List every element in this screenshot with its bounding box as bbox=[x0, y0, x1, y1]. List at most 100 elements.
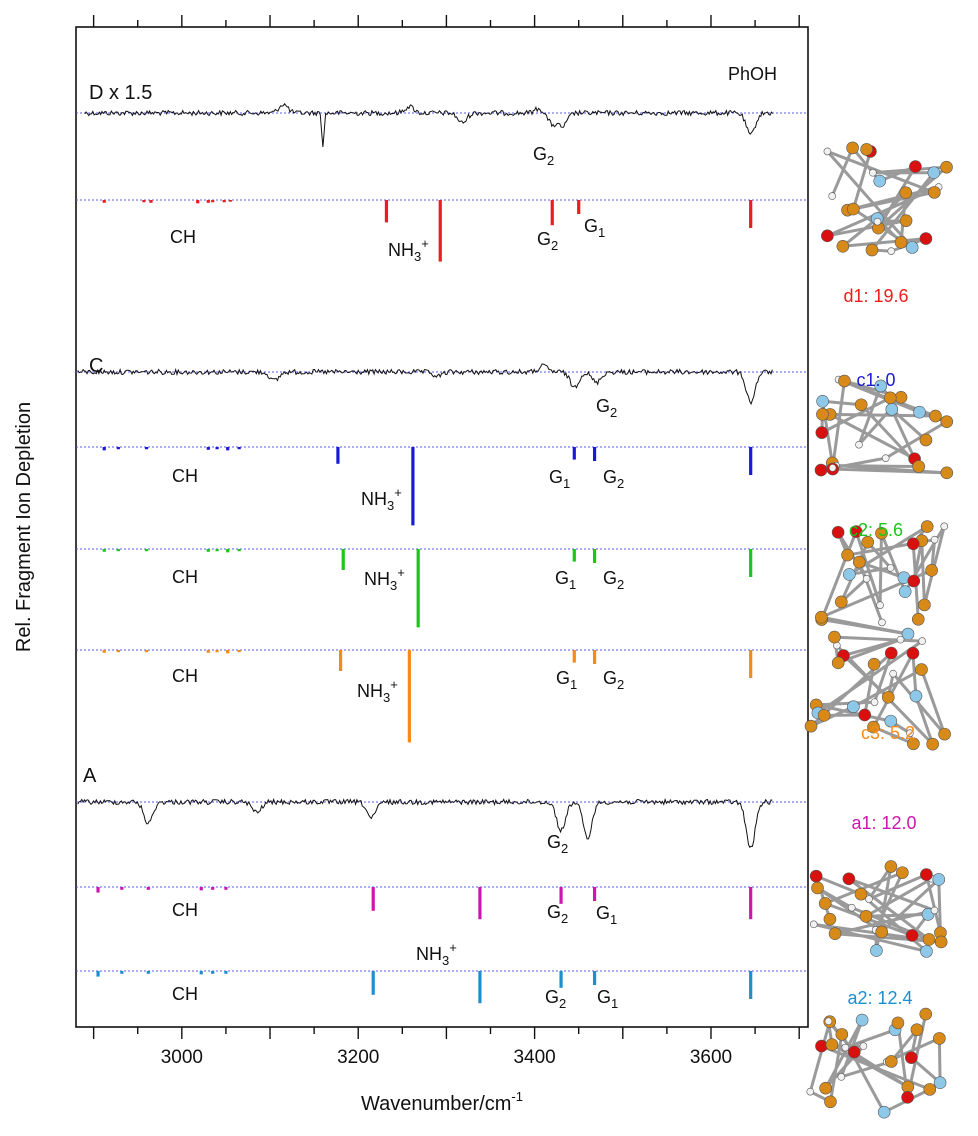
g-label: G2 bbox=[603, 568, 624, 592]
g-label: G2 bbox=[545, 987, 566, 1011]
molecule-bond bbox=[890, 1028, 919, 1063]
molecule-atom bbox=[906, 646, 920, 660]
molecule-bond bbox=[816, 886, 853, 909]
y-axis-title: Rel. Fragment Ion Depletion bbox=[13, 402, 35, 652]
molecule-atom bbox=[817, 709, 831, 722]
molecule-atom bbox=[811, 881, 824, 895]
panel-label-c: C bbox=[89, 355, 103, 377]
ch-label: CH bbox=[172, 567, 198, 587]
molecule-bond bbox=[816, 700, 875, 707]
molecule-atom bbox=[907, 574, 921, 588]
plot-frame bbox=[75, 26, 809, 1028]
molecule-atom bbox=[905, 929, 919, 942]
molecule-bond bbox=[834, 635, 923, 643]
molecule-atom bbox=[876, 601, 884, 609]
molecule-atom bbox=[894, 236, 908, 249]
molecule-bond bbox=[863, 663, 876, 716]
molecule-atom bbox=[940, 466, 954, 480]
molecule-atom bbox=[842, 872, 856, 886]
molecule-atom bbox=[831, 526, 845, 539]
g-label: G2 bbox=[547, 832, 568, 856]
molecule-atom bbox=[841, 548, 854, 562]
molecule-atom bbox=[940, 415, 954, 428]
molecule-atom bbox=[930, 906, 939, 915]
conformer-label: a2: 12.4 bbox=[847, 988, 912, 1008]
molecule-atom bbox=[838, 374, 851, 388]
molecule-atom bbox=[819, 1081, 832, 1095]
molecule-atom bbox=[859, 1042, 868, 1050]
molecule-atom bbox=[933, 1032, 946, 1045]
molecule-atom bbox=[867, 657, 881, 671]
molecule-atom bbox=[901, 1091, 914, 1104]
molecule-atom bbox=[873, 217, 882, 226]
molecule-atom bbox=[886, 564, 895, 572]
ch-label: CH bbox=[170, 227, 196, 247]
molecule-atom bbox=[855, 1013, 869, 1027]
g-label: G2 bbox=[603, 668, 624, 692]
molecule-atom bbox=[884, 646, 898, 660]
molecule-bond bbox=[847, 190, 935, 212]
molecule-atom bbox=[815, 1039, 828, 1053]
calculated-sticks bbox=[96, 200, 753, 1004]
molecule-atom bbox=[927, 166, 941, 180]
molecule-atom bbox=[930, 535, 939, 544]
molecule-atom bbox=[934, 935, 948, 949]
molecule-bond bbox=[840, 1060, 892, 1079]
molecule-atom bbox=[938, 727, 951, 741]
molecule-atom bbox=[831, 656, 845, 670]
molecule-structure bbox=[814, 374, 954, 480]
molecule-atom bbox=[806, 1087, 815, 1096]
conformer-label: c3: 5.2 bbox=[861, 723, 915, 743]
molecule-atom bbox=[885, 403, 899, 416]
molecule-atom bbox=[919, 1007, 933, 1021]
molecule-bond bbox=[848, 877, 936, 912]
g-label: G1 bbox=[556, 668, 577, 692]
molecule-atom bbox=[926, 737, 939, 751]
ch-label: CH bbox=[172, 900, 198, 920]
molecule-bond bbox=[826, 150, 935, 194]
molecule-bond bbox=[821, 615, 909, 636]
molecule-atom bbox=[804, 719, 818, 733]
molecule-atom bbox=[828, 630, 841, 644]
x-tick-label: 3400 bbox=[513, 1047, 555, 1068]
molecule-atom bbox=[847, 903, 856, 912]
experimental-trace-D bbox=[84, 102, 774, 148]
molecule-atom bbox=[828, 192, 836, 200]
molecule-bond bbox=[808, 1021, 832, 1093]
molecule-bond bbox=[892, 672, 946, 736]
molecule-bond bbox=[844, 1028, 896, 1049]
molecule-bond bbox=[851, 151, 872, 210]
molecule-atom bbox=[899, 186, 913, 199]
molecule-atom bbox=[837, 1073, 846, 1081]
x-tick-label: 3600 bbox=[690, 1047, 732, 1068]
molecule-bond bbox=[842, 237, 927, 248]
nh3-label: NH3+ bbox=[388, 236, 429, 264]
molecule-atom bbox=[906, 537, 920, 551]
molecule-atom bbox=[847, 700, 860, 714]
molecule-bond bbox=[920, 669, 946, 735]
nh3-label: NH3+ bbox=[357, 677, 398, 705]
molecule-atom bbox=[932, 873, 946, 886]
molecule-atom bbox=[883, 391, 897, 405]
molecule-atom bbox=[910, 1023, 924, 1037]
molecule-bond bbox=[828, 1034, 844, 1103]
molecule-atom bbox=[855, 440, 863, 449]
molecule-atom bbox=[852, 555, 866, 569]
molecule-atom bbox=[809, 920, 818, 929]
molecule-atom bbox=[913, 405, 926, 419]
panel-label-a: A bbox=[83, 765, 97, 787]
molecule-atom bbox=[911, 612, 925, 626]
molecule-atom bbox=[869, 168, 877, 177]
x-tick-label: 3000 bbox=[161, 1047, 203, 1068]
molecule-bond bbox=[860, 892, 928, 953]
molecule-atom bbox=[854, 398, 868, 412]
peak-annotations: PhOH D x 1.5 C A G2 CH NH3+ G2 G1 G2 CH NH3+ G1 G2 CH N… bbox=[83, 64, 777, 1011]
molecule-bond bbox=[867, 865, 893, 900]
ch-label: CH bbox=[172, 466, 198, 486]
experimental-trace-C bbox=[77, 363, 773, 406]
conformer-label: d1: 19.6 bbox=[843, 286, 908, 306]
molecule-atom bbox=[920, 945, 933, 958]
molecule-atom bbox=[823, 147, 832, 156]
molecule-atom bbox=[891, 1016, 905, 1030]
